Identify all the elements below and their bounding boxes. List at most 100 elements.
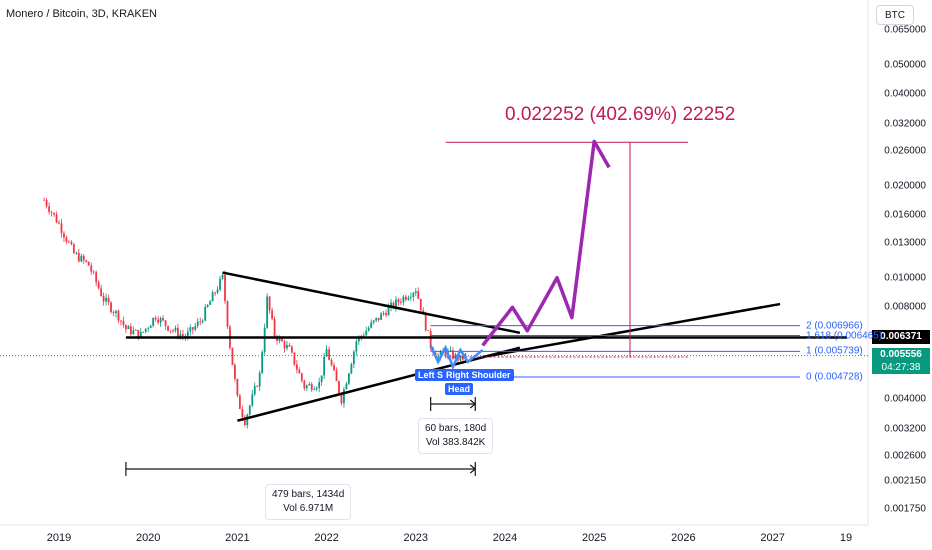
candle-body bbox=[300, 373, 303, 381]
candle-body bbox=[181, 334, 184, 336]
candle-body bbox=[263, 327, 266, 352]
measure-arrow bbox=[469, 399, 477, 409]
x-tick-label: 19 bbox=[839, 532, 853, 544]
candle-body bbox=[48, 206, 50, 212]
candle-body bbox=[278, 337, 281, 341]
fib-level-label: 1 (0.005739) bbox=[806, 345, 863, 357]
measure-volume: Vol 6.971M bbox=[283, 503, 334, 514]
candle-body bbox=[70, 242, 73, 245]
y-tick-label: 0.008000 bbox=[884, 301, 926, 313]
candle-body bbox=[335, 370, 338, 382]
pattern-label: Head bbox=[445, 383, 474, 395]
candle-body bbox=[333, 365, 335, 371]
candle-body bbox=[82, 255, 85, 261]
candle-body bbox=[147, 327, 150, 329]
candle-body bbox=[293, 352, 296, 365]
candle-body bbox=[404, 296, 407, 300]
projection-path bbox=[481, 139, 611, 347]
x-tick-label: 2021 bbox=[225, 532, 250, 544]
trendline-lower bbox=[237, 346, 521, 422]
candle-body bbox=[105, 297, 107, 302]
candle-body bbox=[286, 345, 288, 349]
candle-body bbox=[179, 334, 182, 337]
candle-body bbox=[325, 349, 328, 357]
candle-body bbox=[127, 326, 130, 330]
candle-body bbox=[87, 261, 90, 266]
candle-body bbox=[115, 310, 117, 314]
x-tick-label: 2022 bbox=[314, 532, 339, 544]
y-tick-label: 0.002150 bbox=[884, 475, 926, 487]
candle-body bbox=[427, 330, 430, 332]
candle-body bbox=[417, 291, 420, 299]
candle-body bbox=[234, 364, 236, 380]
candle-body bbox=[211, 292, 214, 302]
candle-body bbox=[266, 296, 269, 328]
candle-body bbox=[72, 244, 75, 254]
candle-body bbox=[256, 386, 259, 387]
candle-body bbox=[149, 325, 152, 328]
candle-body bbox=[400, 301, 402, 303]
candle-body bbox=[253, 386, 256, 395]
y-tick-label: 0.065000 bbox=[884, 24, 926, 36]
candle-body bbox=[53, 212, 55, 215]
candle-body bbox=[343, 389, 345, 404]
candle-body bbox=[261, 351, 264, 373]
candle-body bbox=[191, 327, 194, 330]
candle-body bbox=[295, 364, 298, 370]
measure-volume: Vol 383.842K bbox=[425, 437, 486, 448]
currency-button[interactable]: BTC bbox=[876, 5, 914, 25]
fib-level-label: 0 (0.004728) bbox=[806, 371, 863, 383]
chart-title: Monero / Bitcoin, 3D, KRAKEN bbox=[6, 8, 158, 20]
candle-body bbox=[372, 320, 375, 323]
y-tick-label: 0.016000 bbox=[884, 209, 926, 221]
y-tick-label: 0.001750 bbox=[884, 503, 926, 515]
candle-body bbox=[459, 355, 462, 361]
candle-body bbox=[367, 327, 370, 331]
y-tick-label: 0.050000 bbox=[884, 59, 926, 70]
candle-body bbox=[97, 282, 100, 289]
candle-body bbox=[50, 211, 53, 213]
candle-body bbox=[419, 298, 422, 311]
candle-body bbox=[449, 350, 452, 352]
candle-body bbox=[305, 385, 308, 389]
candle-body bbox=[206, 304, 209, 307]
horizontal-level-tag: 0.006371 bbox=[872, 330, 930, 345]
x-tick-label: 2026 bbox=[671, 532, 696, 544]
pattern-label: Right Shoulder bbox=[443, 369, 514, 381]
candle-body bbox=[330, 359, 333, 366]
candle-body bbox=[271, 310, 273, 319]
candle-body bbox=[385, 313, 387, 316]
candle-body bbox=[348, 373, 350, 384]
candle-body bbox=[186, 331, 189, 338]
candle-body bbox=[92, 271, 95, 273]
trendline-upper bbox=[222, 271, 521, 335]
candle-body bbox=[241, 408, 244, 418]
candle-body bbox=[219, 278, 221, 290]
candle-body bbox=[201, 320, 204, 322]
candle-body bbox=[409, 296, 412, 298]
candle-body bbox=[355, 341, 358, 352]
y-tick-label: 0.020000 bbox=[884, 180, 926, 192]
candle-body bbox=[402, 296, 405, 303]
candle-body bbox=[248, 405, 251, 415]
measurement-box: 479 bars, 1434d Vol 6.971M bbox=[265, 484, 352, 520]
measurement-box: 60 bars, 180d Vol 383.842K bbox=[418, 418, 494, 454]
candle-body bbox=[310, 384, 313, 390]
candle-body bbox=[85, 260, 88, 262]
candle-body bbox=[75, 253, 78, 254]
candle-body bbox=[340, 393, 343, 404]
measure-bars: 479 bars, 1434d bbox=[272, 489, 345, 500]
candle-body bbox=[288, 345, 291, 347]
candle-body bbox=[164, 320, 167, 326]
candle-body bbox=[129, 326, 132, 335]
current-price-value: 0.005556 bbox=[880, 348, 922, 360]
candle-body bbox=[63, 233, 65, 238]
candle-body bbox=[194, 325, 197, 330]
candle-body bbox=[80, 255, 83, 262]
candle-body bbox=[231, 347, 234, 365]
candle-body bbox=[142, 331, 145, 333]
candle-body bbox=[303, 380, 306, 389]
candle-body bbox=[216, 289, 219, 293]
candle-body bbox=[392, 302, 395, 308]
